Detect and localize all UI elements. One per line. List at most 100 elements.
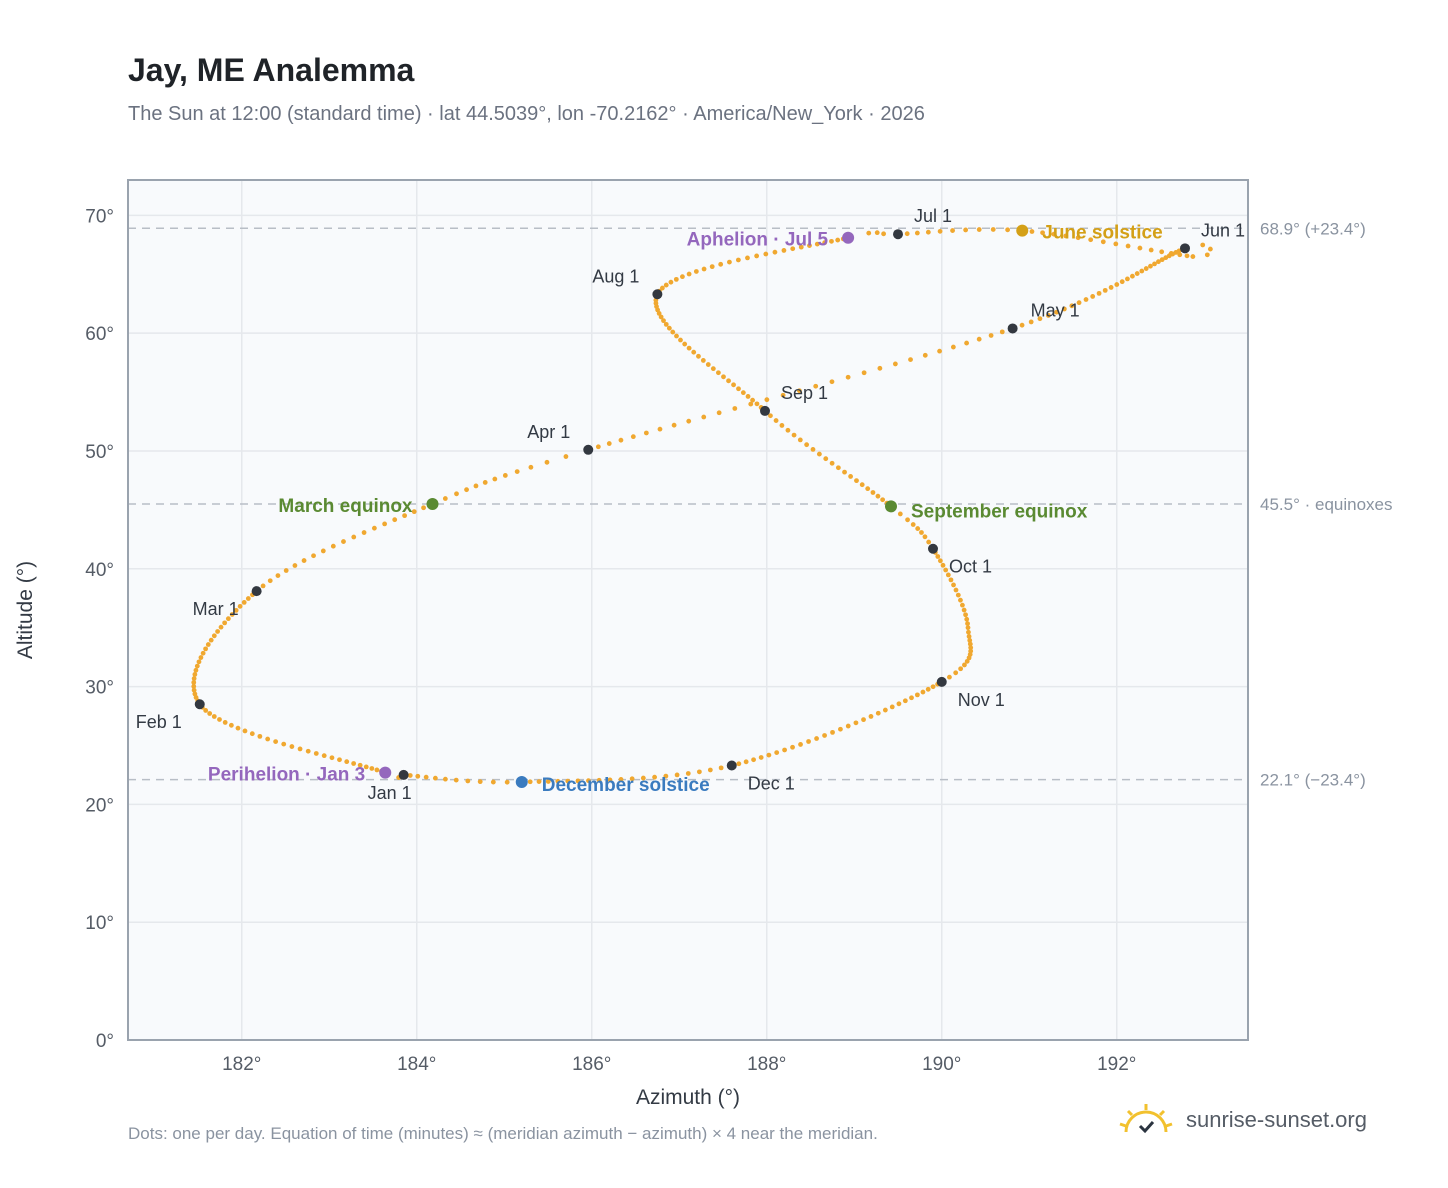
month-marker: [936, 676, 947, 687]
daily-dot: [731, 382, 736, 388]
daily-dot: [935, 554, 941, 559]
brand[interactable]: sunrise-sunset.org: [1118, 1102, 1367, 1138]
daily-dot: [780, 392, 786, 398]
reference-line-label: 68.9° (+23.4°): [1260, 219, 1366, 238]
x-tick-label: 184°: [397, 1054, 436, 1075]
daily-dot: [200, 650, 206, 656]
y-tick-label: 70°: [85, 206, 114, 227]
daily-dot: [748, 401, 754, 407]
daily-dot: [337, 757, 342, 763]
sun-check-icon: [1119, 1104, 1173, 1134]
daily-dot: [798, 244, 804, 250]
brand-name: sunrise-sunset.org: [1186, 1107, 1367, 1132]
daily-dot: [371, 525, 377, 531]
daily-dot: [1063, 233, 1069, 239]
daily-dot: [963, 227, 969, 233]
daily-dot: [680, 274, 685, 280]
daily-dot: [661, 318, 666, 324]
month-marker-label: Dec 1: [748, 774, 795, 794]
daily-dot: [1090, 294, 1096, 299]
daily-dot: [718, 765, 724, 771]
daily-dot: [297, 746, 303, 752]
daily-dot: [1076, 300, 1082, 306]
daily-dot: [504, 779, 510, 785]
daily-dot: [361, 530, 367, 535]
daily-dot: [191, 687, 197, 693]
daily-dot: [854, 478, 859, 484]
daily-dot: [710, 366, 716, 372]
daily-dot: [990, 227, 996, 232]
daily-dot: [785, 427, 791, 433]
y-tick-label: 60°: [85, 324, 114, 345]
daily-dot: [745, 255, 750, 261]
daily-dot: [937, 348, 942, 354]
daily-dot: [790, 744, 795, 750]
daily-dot: [305, 748, 311, 754]
daily-dot: [193, 667, 199, 673]
daily-dot: [705, 362, 711, 367]
daily-dot: [442, 776, 448, 782]
y-tick-label: 30°: [85, 678, 114, 699]
daily-dot: [874, 230, 880, 236]
axes-layer: 182° 184° 186° 188° 190° 192° 0° 10° 20° 30° 40° 50…: [14, 179, 1249, 1109]
daily-dot: [205, 642, 211, 647]
daily-dot: [528, 464, 534, 470]
daily-dot: [945, 572, 951, 578]
y-tick-label: 20°: [85, 795, 114, 816]
daily-dot: [301, 558, 307, 563]
daily-dot: [415, 773, 421, 779]
daily-dot: [482, 480, 488, 485]
daily-dot: [754, 401, 760, 407]
daily-dot: [490, 779, 496, 785]
daily-dot: [716, 370, 721, 376]
daily-dot: [351, 534, 357, 540]
daily-dot: [1061, 306, 1067, 312]
daily-dot: [629, 776, 635, 782]
daily-dot: [267, 578, 273, 584]
daily-dot: [1108, 285, 1114, 290]
daily-dot: [700, 358, 706, 363]
daily-dot: [806, 739, 811, 744]
daily-dot: [866, 230, 872, 236]
daily-dot: [657, 426, 663, 432]
daily-dot: [663, 321, 669, 327]
daily-dot: [544, 459, 550, 465]
daily-dot: [1054, 309, 1059, 315]
daily-dot: [1113, 241, 1119, 247]
daily-dot: [203, 646, 209, 652]
x-tick-label: 192°: [1097, 1054, 1136, 1075]
daily-dot: [955, 592, 961, 598]
daily-dot: [196, 659, 202, 665]
daily-dot: [914, 692, 920, 698]
daily-dot: [816, 451, 822, 457]
daily-dot: [607, 777, 613, 783]
daily-dot: [351, 761, 357, 766]
daily-dot: [930, 684, 936, 690]
daily-dot: [814, 241, 820, 247]
event-marker: [1016, 224, 1029, 237]
daily-dot: [822, 733, 827, 738]
daily-dot: [678, 337, 683, 343]
daily-dot: [967, 641, 973, 647]
daily-dot: [432, 775, 438, 781]
daily-dot: [953, 587, 959, 593]
daily-dot: [242, 728, 248, 734]
daily-dot: [392, 517, 398, 523]
month-marker: [893, 229, 903, 240]
daily-dot: [1139, 268, 1145, 274]
daily-dot: [868, 714, 874, 719]
daily-dot: [813, 383, 819, 389]
y-tick-label: 0°: [96, 1031, 114, 1052]
daily-dot: [686, 418, 692, 424]
daily-dot: [241, 599, 247, 605]
daily-dot: [718, 261, 724, 267]
daily-dot: [402, 513, 408, 519]
daily-dot: [940, 562, 946, 568]
daily-dot: [265, 736, 271, 742]
daily-dot: [313, 751, 319, 756]
daily-dot: [908, 357, 913, 362]
daily-dot: [514, 469, 520, 474]
daily-dot: [963, 612, 968, 618]
daily-dot: [950, 344, 956, 350]
